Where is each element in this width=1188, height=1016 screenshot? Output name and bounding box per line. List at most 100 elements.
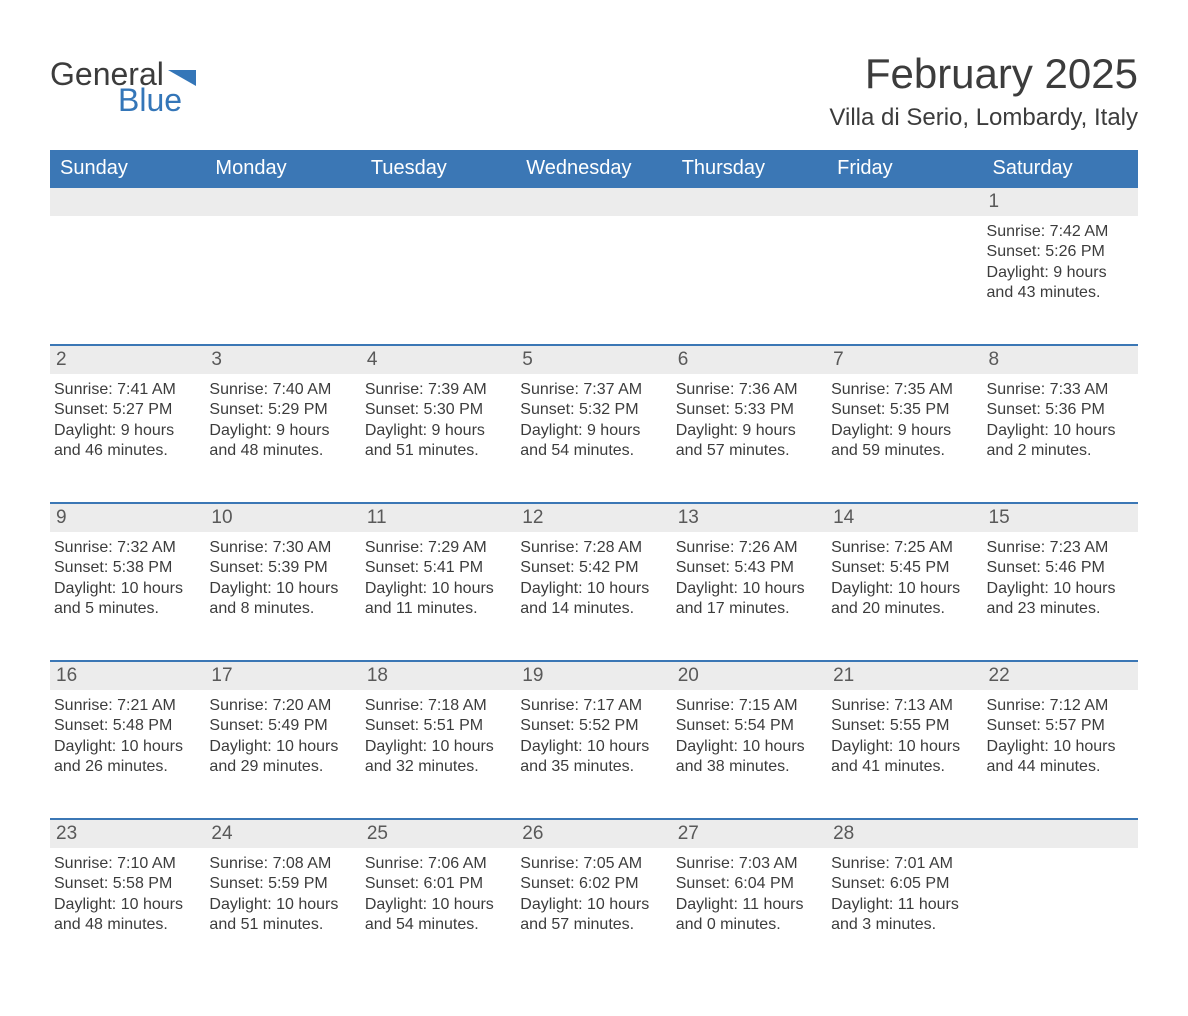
- day-content: Sunrise: 7:41 AMSunset: 5:27 PMDaylight:…: [50, 374, 205, 462]
- day-number: 22: [983, 662, 1138, 690]
- day-cell: Sunrise: 7:03 AMSunset: 6:04 PMDaylight:…: [672, 848, 827, 976]
- sunrise-text: Sunrise: 7:29 AM: [365, 538, 512, 558]
- day-content: Sunrise: 7:37 AMSunset: 5:32 PMDaylight:…: [516, 374, 671, 462]
- day-content: Sunrise: 7:30 AMSunset: 5:39 PMDaylight:…: [205, 532, 360, 620]
- sunset-text: Sunset: 5:48 PM: [54, 716, 201, 736]
- sunrise-text: Sunrise: 7:06 AM: [365, 854, 512, 874]
- day-cell: Sunrise: 7:20 AMSunset: 5:49 PMDaylight:…: [205, 690, 360, 818]
- day-cell: [361, 216, 516, 344]
- day-number: 28: [827, 820, 982, 848]
- day-cell: Sunrise: 7:33 AMSunset: 5:36 PMDaylight:…: [983, 374, 1138, 502]
- day-cell: Sunrise: 7:29 AMSunset: 5:41 PMDaylight:…: [361, 532, 516, 660]
- day-cell: Sunrise: 7:08 AMSunset: 5:59 PMDaylight:…: [205, 848, 360, 976]
- sunset-text: Sunset: 6:04 PM: [676, 874, 823, 894]
- sunrise-text: Sunrise: 7:37 AM: [520, 380, 667, 400]
- sunset-text: Sunset: 5:45 PM: [831, 558, 978, 578]
- day-content: Sunrise: 7:21 AMSunset: 5:48 PMDaylight:…: [50, 690, 205, 778]
- day-number: 13: [672, 504, 827, 532]
- day-content: Sunrise: 7:12 AMSunset: 5:57 PMDaylight:…: [983, 690, 1138, 778]
- sunrise-text: Sunrise: 7:21 AM: [54, 696, 201, 716]
- day-cell: [50, 216, 205, 344]
- day-content: Sunrise: 7:08 AMSunset: 5:59 PMDaylight:…: [205, 848, 360, 936]
- sunrise-text: Sunrise: 7:26 AM: [676, 538, 823, 558]
- sunset-text: Sunset: 5:55 PM: [831, 716, 978, 736]
- day-number: 20: [672, 662, 827, 690]
- sunset-text: Sunset: 5:42 PM: [520, 558, 667, 578]
- sunrise-text: Sunrise: 7:25 AM: [831, 538, 978, 558]
- daylight-text: Daylight: 10 hours and 44 minutes.: [987, 737, 1134, 778]
- day-content: Sunrise: 7:13 AMSunset: 5:55 PMDaylight:…: [827, 690, 982, 778]
- week-row: Sunrise: 7:10 AMSunset: 5:58 PMDaylight:…: [50, 848, 1138, 976]
- sunset-text: Sunset: 5:58 PM: [54, 874, 201, 894]
- page-header: General Blue February 2025 Villa di Seri…: [50, 50, 1138, 132]
- sunrise-text: Sunrise: 7:15 AM: [676, 696, 823, 716]
- sunset-text: Sunset: 5:41 PM: [365, 558, 512, 578]
- sunset-text: Sunset: 5:35 PM: [831, 400, 978, 420]
- daylight-text: Daylight: 10 hours and 32 minutes.: [365, 737, 512, 778]
- day-cell: Sunrise: 7:15 AMSunset: 5:54 PMDaylight:…: [672, 690, 827, 818]
- sunset-text: Sunset: 5:32 PM: [520, 400, 667, 420]
- day-number: 11: [361, 504, 516, 532]
- daylight-text: Daylight: 10 hours and 11 minutes.: [365, 579, 512, 620]
- day-cell: Sunrise: 7:13 AMSunset: 5:55 PMDaylight:…: [827, 690, 982, 818]
- day-number: 8: [983, 346, 1138, 374]
- sunrise-text: Sunrise: 7:12 AM: [987, 696, 1134, 716]
- sunset-text: Sunset: 5:36 PM: [987, 400, 1134, 420]
- day-cell: Sunrise: 7:41 AMSunset: 5:27 PMDaylight:…: [50, 374, 205, 502]
- daylight-text: Daylight: 10 hours and 29 minutes.: [209, 737, 356, 778]
- sunset-text: Sunset: 6:02 PM: [520, 874, 667, 894]
- sunset-text: Sunset: 6:01 PM: [365, 874, 512, 894]
- day-number: [361, 188, 516, 216]
- daylight-text: Daylight: 10 hours and 57 minutes.: [520, 895, 667, 936]
- day-number: 12: [516, 504, 671, 532]
- calendar-page: General Blue February 2025 Villa di Seri…: [0, 0, 1188, 1016]
- day-cell: Sunrise: 7:39 AMSunset: 5:30 PMDaylight:…: [361, 374, 516, 502]
- day-cell: Sunrise: 7:28 AMSunset: 5:42 PMDaylight:…: [516, 532, 671, 660]
- day-cell: Sunrise: 7:42 AMSunset: 5:26 PMDaylight:…: [983, 216, 1138, 344]
- sunrise-text: Sunrise: 7:05 AM: [520, 854, 667, 874]
- day-content: Sunrise: 7:18 AMSunset: 5:51 PMDaylight:…: [361, 690, 516, 778]
- daylight-text: Daylight: 9 hours and 51 minutes.: [365, 421, 512, 462]
- day-cell: Sunrise: 7:37 AMSunset: 5:32 PMDaylight:…: [516, 374, 671, 502]
- sunset-text: Sunset: 5:59 PM: [209, 874, 356, 894]
- day-content: Sunrise: 7:17 AMSunset: 5:52 PMDaylight:…: [516, 690, 671, 778]
- sunrise-text: Sunrise: 7:30 AM: [209, 538, 356, 558]
- sunrise-text: Sunrise: 7:28 AM: [520, 538, 667, 558]
- location-subtitle: Villa di Serio, Lombardy, Italy: [829, 104, 1138, 132]
- sunrise-text: Sunrise: 7:10 AM: [54, 854, 201, 874]
- day-number: 16: [50, 662, 205, 690]
- daylight-text: Daylight: 10 hours and 51 minutes.: [209, 895, 356, 936]
- daylight-text: Daylight: 11 hours and 3 minutes.: [831, 895, 978, 936]
- sunrise-text: Sunrise: 7:03 AM: [676, 854, 823, 874]
- day-cell: Sunrise: 7:17 AMSunset: 5:52 PMDaylight:…: [516, 690, 671, 818]
- sunrise-text: Sunrise: 7:20 AM: [209, 696, 356, 716]
- day-number: 7: [827, 346, 982, 374]
- day-content: Sunrise: 7:25 AMSunset: 5:45 PMDaylight:…: [827, 532, 982, 620]
- day-content: Sunrise: 7:23 AMSunset: 5:46 PMDaylight:…: [983, 532, 1138, 620]
- daylight-text: Daylight: 10 hours and 48 minutes.: [54, 895, 201, 936]
- day-cell: Sunrise: 7:36 AMSunset: 5:33 PMDaylight:…: [672, 374, 827, 502]
- day-cell: [205, 216, 360, 344]
- daylight-text: Daylight: 9 hours and 57 minutes.: [676, 421, 823, 462]
- daylight-text: Daylight: 10 hours and 17 minutes.: [676, 579, 823, 620]
- day-content: [672, 216, 827, 222]
- month-title: February 2025: [829, 50, 1138, 98]
- sunrise-text: Sunrise: 7:17 AM: [520, 696, 667, 716]
- day-content: [983, 848, 1138, 854]
- day-content: Sunrise: 7:03 AMSunset: 6:04 PMDaylight:…: [672, 848, 827, 936]
- day-content: Sunrise: 7:35 AMSunset: 5:35 PMDaylight:…: [827, 374, 982, 462]
- weekday-header: Thursday: [672, 150, 827, 188]
- day-number: [983, 820, 1138, 848]
- day-number: 27: [672, 820, 827, 848]
- daylight-text: Daylight: 9 hours and 48 minutes.: [209, 421, 356, 462]
- sunrise-text: Sunrise: 7:36 AM: [676, 380, 823, 400]
- day-number: [516, 188, 671, 216]
- day-cell: Sunrise: 7:10 AMSunset: 5:58 PMDaylight:…: [50, 848, 205, 976]
- day-number: 9: [50, 504, 205, 532]
- day-number: 3: [205, 346, 360, 374]
- day-number: 5: [516, 346, 671, 374]
- day-number: 21: [827, 662, 982, 690]
- title-block: February 2025 Villa di Serio, Lombardy, …: [829, 50, 1138, 132]
- weekday-header: Friday: [827, 150, 982, 188]
- day-number: 6: [672, 346, 827, 374]
